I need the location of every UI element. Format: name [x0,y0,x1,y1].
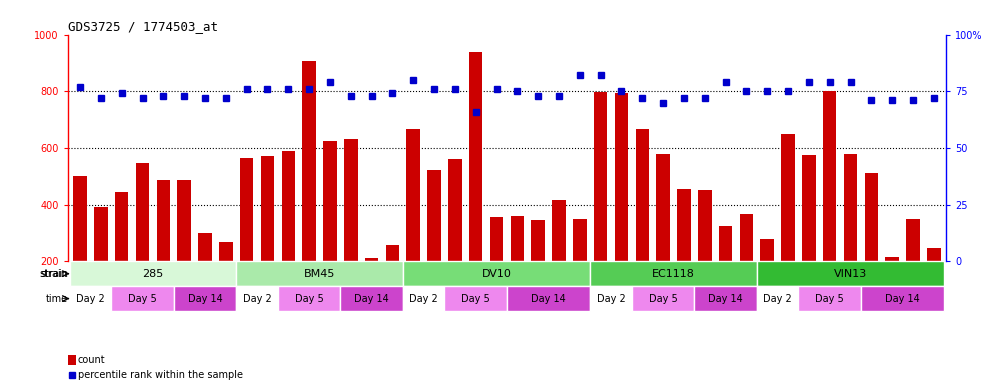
Text: Day 5: Day 5 [295,294,323,304]
Bar [781,134,795,261]
Text: EC1118: EC1118 [652,269,695,279]
Text: Day 14: Day 14 [708,294,743,304]
Text: Day 5: Day 5 [815,294,844,304]
Bar [448,159,461,261]
Bar [403,261,590,286]
Text: Day 2: Day 2 [77,294,105,304]
Bar [177,180,191,261]
Bar [70,286,111,311]
Text: DV10: DV10 [481,269,512,279]
Text: Day 2: Day 2 [596,294,625,304]
Bar [340,286,403,311]
Text: count: count [78,355,105,365]
Text: Day 2: Day 2 [763,294,792,304]
Bar [886,257,899,261]
Bar [677,189,691,261]
Bar [444,286,507,311]
Bar [861,286,944,311]
Bar [260,156,274,261]
Bar [590,261,756,286]
Bar [507,286,590,311]
Bar [632,286,695,311]
Bar [323,141,337,261]
Text: percentile rank within the sample: percentile rank within the sample [78,370,243,380]
Bar [237,286,278,311]
Bar [111,286,174,311]
Bar [365,258,379,261]
Bar [407,129,420,261]
Bar [927,248,940,261]
Bar [656,154,670,261]
Text: Day 2: Day 2 [243,294,271,304]
Bar [635,129,649,261]
Bar [403,286,444,311]
Bar [469,51,482,261]
Text: Day 2: Day 2 [410,294,438,304]
Bar [511,217,524,261]
Bar [427,170,440,261]
Bar [74,176,86,261]
Text: VIN13: VIN13 [834,269,867,279]
Text: Day 5: Day 5 [128,294,157,304]
Bar [157,180,170,261]
Bar [695,286,756,311]
Bar [237,261,403,286]
Bar [760,238,774,261]
Bar [798,286,861,311]
Text: 285: 285 [142,269,164,279]
Bar [115,192,128,261]
Bar [278,286,340,311]
Text: BM45: BM45 [304,269,335,279]
Bar [386,245,400,261]
Bar [907,219,919,261]
Text: strain: strain [40,269,68,279]
Bar [590,286,632,311]
Bar [281,151,295,261]
Bar [614,93,628,261]
Text: Day 5: Day 5 [461,294,490,304]
Bar [136,162,149,261]
Bar [240,158,253,261]
Bar [698,190,712,261]
Bar [574,219,586,261]
Bar [532,220,545,261]
Bar [70,261,237,286]
Bar [740,214,753,261]
Text: Day 14: Day 14 [886,294,919,304]
Bar [490,217,503,261]
Bar [756,261,944,286]
Bar [756,286,798,311]
Bar [844,154,857,261]
Text: time: time [46,294,68,304]
Text: Day 14: Day 14 [188,294,223,304]
Text: GDS3725 / 1774503_at: GDS3725 / 1774503_at [68,20,218,33]
Text: Day 14: Day 14 [531,294,566,304]
Text: Day 5: Day 5 [649,294,678,304]
Bar [593,92,607,261]
Bar [94,207,107,261]
Bar [198,233,212,261]
Bar [719,226,733,261]
Bar [553,200,566,261]
Bar [174,286,237,311]
Text: strain: strain [41,269,69,279]
Bar [865,173,878,261]
Bar [219,242,233,261]
Bar [302,61,316,261]
Bar [802,155,816,261]
Bar [823,91,836,261]
Text: Day 14: Day 14 [354,294,389,304]
Bar [68,355,76,366]
Bar [344,139,358,261]
